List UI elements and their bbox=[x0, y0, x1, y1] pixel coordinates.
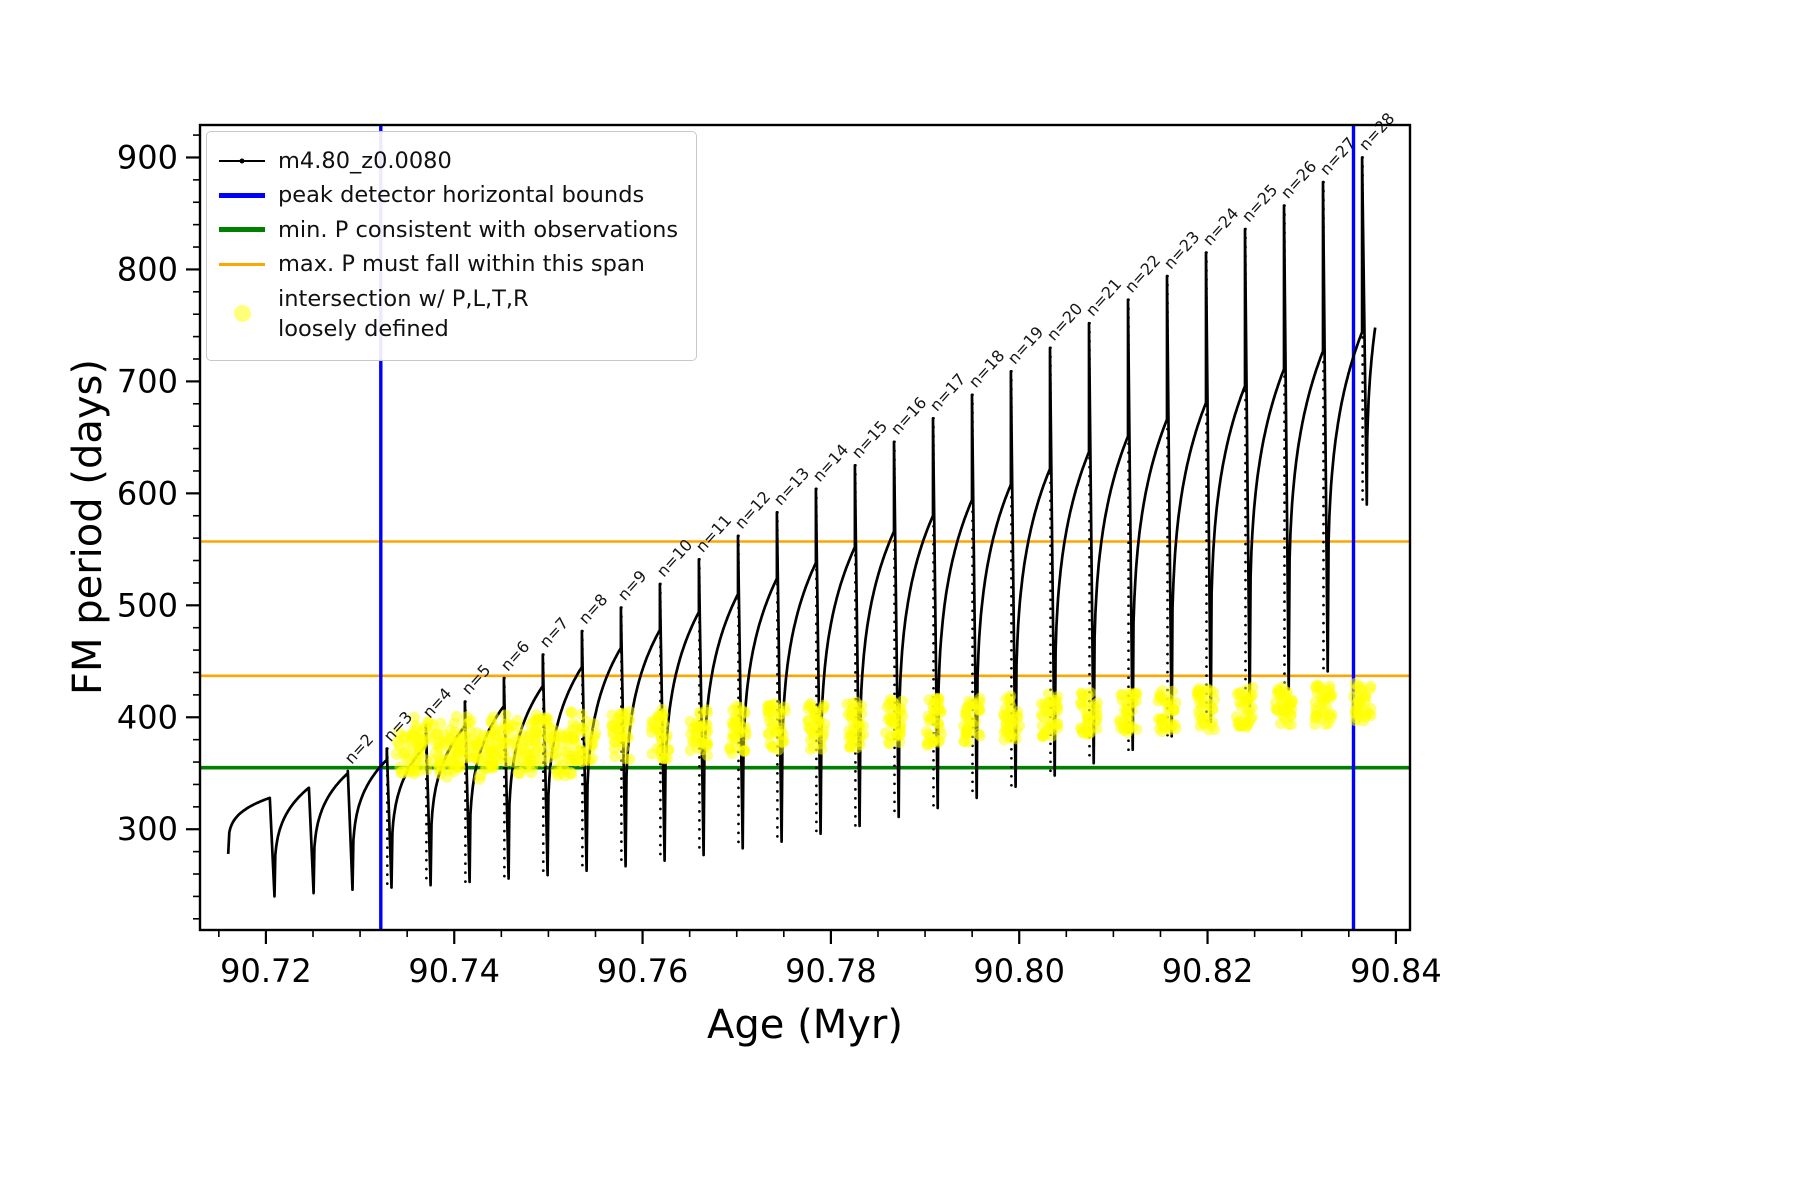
svg-text:n=17: n=17 bbox=[926, 370, 969, 415]
blue-line-icon bbox=[219, 193, 265, 199]
svg-text:n=11: n=11 bbox=[692, 511, 735, 556]
green-line-icon bbox=[219, 227, 265, 233]
y-ticks bbox=[186, 134, 200, 920]
svg-text:90.78: 90.78 bbox=[785, 952, 877, 990]
svg-text:700: 700 bbox=[117, 362, 178, 400]
x-ticks bbox=[218, 930, 1397, 944]
legend: m4.80_z0.0080 peak detector horizontal b… bbox=[206, 131, 698, 362]
legend-label: min. P consistent with observations bbox=[278, 216, 679, 243]
svg-text:90.84: 90.84 bbox=[1350, 952, 1442, 990]
y-axis-title: FM period (days) bbox=[65, 359, 111, 695]
svg-text:n=9: n=9 bbox=[614, 566, 651, 604]
legend-entry-series: m4.80_z0.0080 bbox=[219, 146, 678, 176]
svg-text:n=20: n=20 bbox=[1043, 299, 1086, 344]
svg-text:n=23: n=23 bbox=[1160, 227, 1203, 272]
svg-text:n=13: n=13 bbox=[770, 464, 813, 509]
svg-text:n=4: n=4 bbox=[419, 684, 456, 722]
svg-text:n=22: n=22 bbox=[1121, 251, 1164, 296]
axes-frame bbox=[198, 123, 1412, 932]
x-tick-labels: 90.72 90.74 90.76 90.78 90.80 90.82 90.84 bbox=[220, 952, 1442, 990]
legend-label: m4.80_z0.0080 bbox=[278, 148, 452, 174]
svg-text:500: 500 bbox=[117, 586, 178, 624]
legend-entry-min-p: min. P consistent with observations bbox=[219, 215, 678, 245]
svg-text:n=12: n=12 bbox=[731, 487, 774, 532]
intersection-scatter bbox=[390, 678, 1377, 785]
svg-text:n=5: n=5 bbox=[458, 660, 495, 698]
svg-text:n=15: n=15 bbox=[848, 417, 891, 462]
svg-text:n=14: n=14 bbox=[809, 440, 852, 485]
yellow-dot-icon bbox=[219, 305, 265, 323]
legend-entry-max-p: max. P must fall within this span bbox=[219, 249, 678, 279]
legend-label: max. P must fall within this span bbox=[278, 251, 645, 278]
svg-text:600: 600 bbox=[117, 474, 178, 512]
svg-text:90.76: 90.76 bbox=[597, 952, 689, 990]
svg-text:400: 400 bbox=[117, 698, 178, 736]
svg-text:n=8: n=8 bbox=[575, 590, 612, 628]
svg-text:n=18: n=18 bbox=[965, 346, 1008, 391]
y-tick-labels: 300 400 500 600 700 800 900 bbox=[117, 139, 178, 849]
svg-text:n=28: n=28 bbox=[1355, 109, 1398, 154]
svg-text:800: 800 bbox=[117, 250, 178, 288]
series-line-marker-icon bbox=[219, 158, 265, 164]
svg-text:n=21: n=21 bbox=[1082, 275, 1125, 320]
svg-text:90.82: 90.82 bbox=[1162, 952, 1254, 990]
svg-text:n=26: n=26 bbox=[1277, 157, 1320, 202]
legend-label: peak detector horizontal bounds bbox=[278, 182, 645, 209]
svg-text:900: 900 bbox=[117, 139, 178, 177]
legend-entry-intersection: intersection w/ P,L,T,R loosely defined bbox=[219, 284, 678, 345]
svg-text:300: 300 bbox=[117, 810, 178, 848]
svg-text:90.74: 90.74 bbox=[408, 952, 500, 990]
legend-label: intersection w/ P,L,T,R loosely defined bbox=[278, 285, 529, 342]
svg-text:n=25: n=25 bbox=[1238, 180, 1281, 225]
svg-text:90.80: 90.80 bbox=[973, 952, 1065, 990]
svg-text:n=7: n=7 bbox=[536, 613, 573, 651]
svg-text:n=2: n=2 bbox=[341, 730, 378, 768]
svg-text:n=19: n=19 bbox=[1004, 323, 1047, 368]
orange-line-icon bbox=[219, 262, 265, 266]
x-axis-title: Age (Myr) bbox=[707, 1002, 903, 1048]
svg-text:n=24: n=24 bbox=[1199, 204, 1242, 249]
svg-text:90.72: 90.72 bbox=[220, 952, 312, 990]
svg-text:n=16: n=16 bbox=[887, 393, 930, 438]
svg-text:n=6: n=6 bbox=[497, 637, 534, 675]
legend-entry-vlines: peak detector horizontal bounds bbox=[219, 180, 678, 210]
